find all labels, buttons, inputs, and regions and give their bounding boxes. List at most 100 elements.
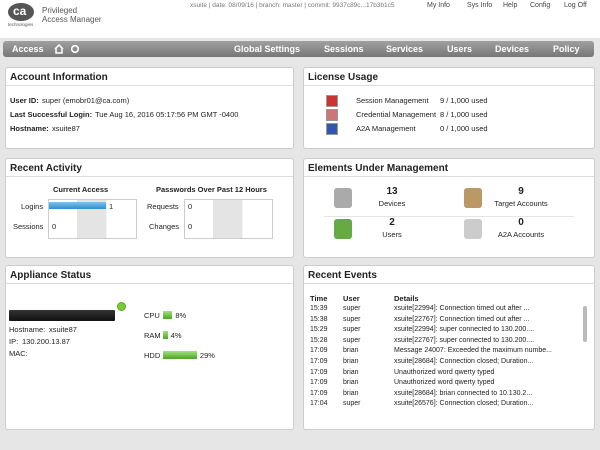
- scrollbar-thumb[interactable]: [583, 306, 587, 342]
- event-cell: super: [343, 336, 361, 344]
- activity-panel: Recent Activity Current Access Passwords…: [5, 158, 294, 258]
- panel-title: License Usage: [308, 72, 379, 83]
- event-cell: 15:29: [310, 326, 328, 334]
- event-cell: 15:38: [310, 315, 328, 323]
- event-cell: xsuite[22767]: super connected to 130.20…: [394, 336, 535, 344]
- resource-value: 4%: [170, 331, 182, 340]
- event-cell: 17:09: [310, 347, 328, 355]
- license-name: Credential Management: [356, 110, 437, 119]
- nav-access[interactable]: Access: [12, 44, 44, 54]
- panel-title: Recent Events: [308, 270, 377, 281]
- appliance-image: [9, 310, 115, 321]
- license-name: Session Management: [356, 96, 429, 105]
- event-cell: Unauthorized word qwerty typed: [394, 368, 495, 376]
- chart-title: Current Access: [53, 185, 109, 194]
- appliance-panel: Appliance Status Hostname: xsuite87 IP: 130…: [5, 265, 294, 430]
- header-link[interactable]: Log Off: [564, 2, 587, 9]
- element-count: 0: [518, 217, 524, 228]
- info-label: IP:: [9, 337, 19, 346]
- product-name: Access Manager: [42, 15, 102, 24]
- info-value: xsuite87: [49, 325, 77, 334]
- bar-label: Sessions: [13, 222, 44, 231]
- bar-label: Changes: [149, 222, 180, 231]
- resource-label: CPU: [144, 311, 160, 320]
- resource-bar: [163, 331, 168, 339]
- chart-box: [184, 199, 273, 239]
- build-status: xsuite | date: 08/09/16 | branch: master…: [190, 2, 395, 9]
- column-header: Time: [310, 294, 328, 303]
- field-value: Tue Aug 16, 2016 05:17:56 PM GMT -0400: [95, 110, 239, 119]
- resource-bar: [163, 351, 197, 359]
- product-name: Privileged: [42, 6, 78, 15]
- panel-title: Elements Under Management: [308, 163, 449, 174]
- resource-value: 8%: [175, 311, 187, 320]
- element-icon: [464, 219, 482, 239]
- nav-item[interactable]: Policy: [553, 44, 580, 54]
- event-cell: Unauthorized word qwerty typed: [394, 379, 495, 387]
- separator: [304, 85, 594, 86]
- separator: [6, 283, 293, 284]
- element-icon: [464, 188, 482, 208]
- event-cell: super: [343, 305, 361, 312]
- element-icon: [334, 219, 352, 239]
- chart-title: Passwords Over Past 12 Hours: [156, 185, 267, 194]
- separator: [6, 85, 293, 86]
- field-label: Hostname:: [10, 124, 49, 133]
- event-cell: xsuite[22994]: super connected to 130.20…: [394, 326, 535, 334]
- refresh-icon[interactable]: [70, 44, 80, 54]
- home-icon[interactable]: [54, 44, 64, 54]
- info-label: Hostname:: [9, 325, 46, 334]
- element-count: 2: [389, 217, 395, 228]
- license-usage: 8 / 1,000 used: [440, 110, 488, 119]
- separator: [6, 176, 293, 177]
- license-icon: [326, 95, 338, 107]
- event-cell: super: [343, 326, 361, 334]
- license-icon: [326, 109, 338, 121]
- event-cell: xsuite[28684]: Connection closed; Durati…: [394, 358, 534, 365]
- bar: [49, 202, 106, 209]
- element-label: A2A Accounts: [497, 230, 545, 239]
- separator: [304, 176, 594, 177]
- bar-value: 0: [52, 222, 57, 231]
- bar-value: 0: [188, 202, 193, 211]
- license-panel: License Usage Session Management 9 / 1,00…: [303, 67, 595, 149]
- event-cell: brian: [343, 379, 359, 387]
- header-link[interactable]: Config: [530, 2, 551, 9]
- element-count: 9: [518, 186, 524, 197]
- header-link[interactable]: My Info: [427, 2, 450, 9]
- info-value: 130.200.13.87: [22, 337, 70, 346]
- nav-item[interactable]: Users: [447, 44, 473, 54]
- event-cell: super: [343, 400, 361, 408]
- event-cell: brian: [343, 389, 359, 397]
- panel-title: Recent Activity: [10, 163, 82, 174]
- panel-title: Account Information: [10, 72, 108, 83]
- event-cell: brian: [343, 347, 359, 355]
- separator: [304, 283, 594, 284]
- event-cell: xsuite[22767]: Connection timed out afte…: [394, 315, 530, 323]
- license-usage: 9 / 1,000 used: [440, 96, 488, 105]
- divider: [324, 216, 574, 217]
- event-cell: 15:39: [310, 305, 328, 312]
- event-cell: 17:09: [310, 379, 328, 387]
- nav-item[interactable]: Global Settings: [234, 44, 301, 54]
- field-value: super (emobr01@ca.com): [42, 96, 130, 105]
- bar-label: Requests: [147, 202, 179, 211]
- nav-item[interactable]: Sessions: [324, 44, 364, 54]
- header-link[interactable]: Sys Info: [467, 2, 493, 9]
- element-icon: [334, 188, 352, 208]
- event-cell: 17:09: [310, 389, 328, 397]
- element-count: 13: [386, 186, 398, 197]
- event-cell: xsuite[26576]: Connection closed; Durati…: [394, 400, 534, 408]
- event-cell: super: [343, 315, 361, 323]
- nav-item[interactable]: Services: [386, 44, 424, 54]
- field-value: xsuite87: [52, 124, 80, 133]
- license-usage: 0 / 1,000 used: [440, 124, 488, 133]
- event-cell: 15:28: [310, 336, 328, 344]
- header-link[interactable]: Help: [503, 2, 518, 9]
- field-label: User ID:: [10, 96, 39, 105]
- nav-item[interactable]: Devices: [495, 44, 530, 54]
- element-label: Users: [382, 230, 402, 239]
- column-header: Details: [394, 294, 419, 303]
